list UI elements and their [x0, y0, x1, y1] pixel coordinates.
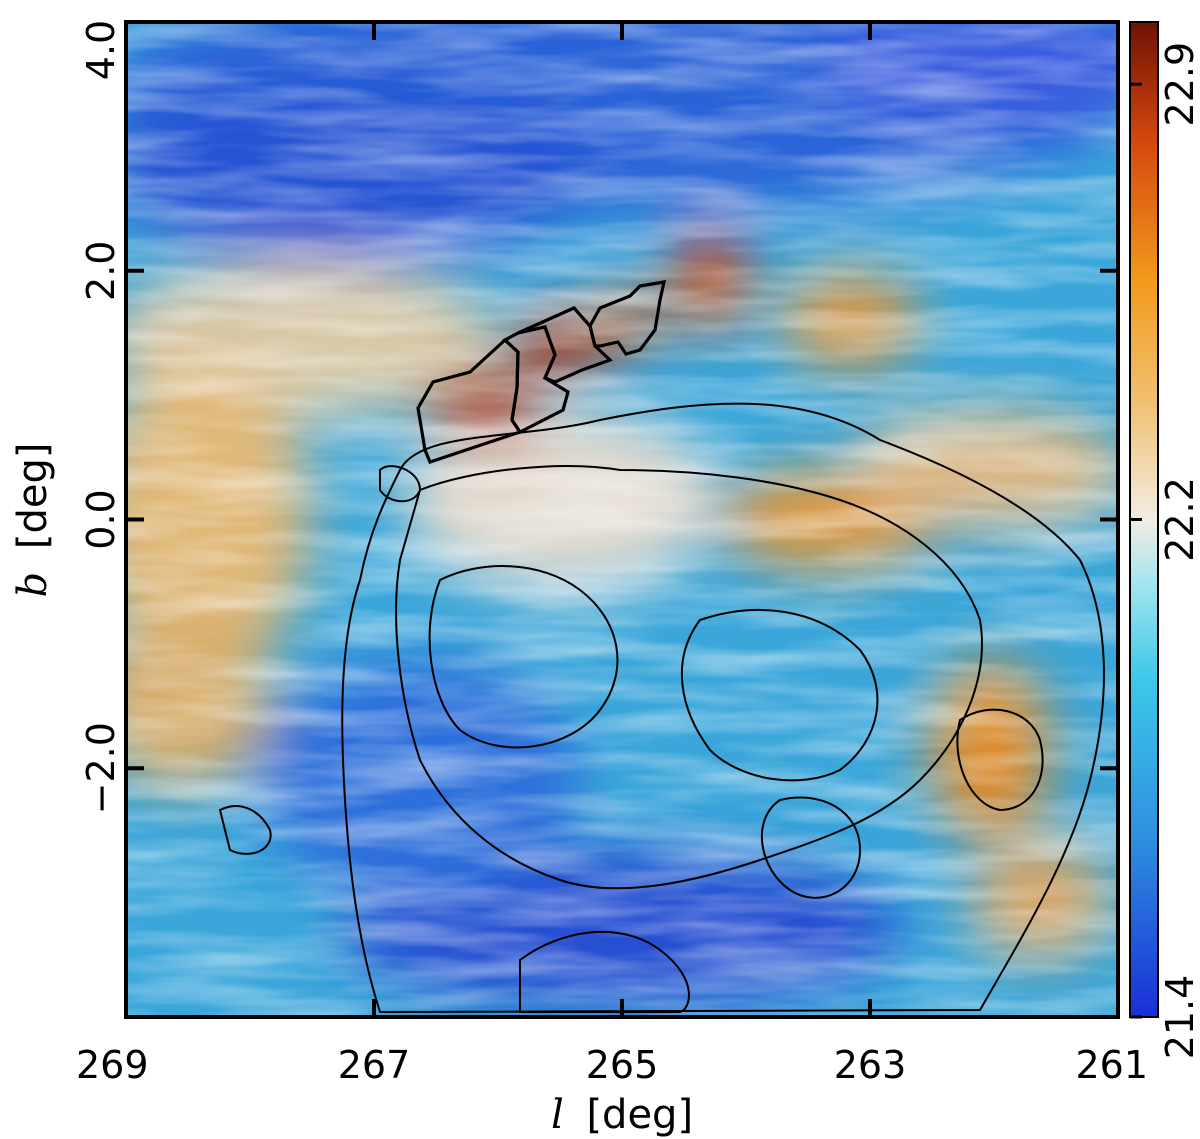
colorbar: 21.4 22.2 22.9	[1129, 21, 1200, 1059]
x-tick-label: 267	[338, 1043, 411, 1087]
x-tick-label: 269	[76, 1043, 149, 1087]
contours	[218, 402, 1105, 1014]
map-image	[126, 22, 1118, 1017]
streamline-texture	[126, 22, 1118, 1017]
highlight-regions	[416, 280, 667, 464]
colorbar-ticks: 21.4 22.2 22.9	[1130, 42, 1200, 1059]
y-tick-label: 4.0	[79, 20, 123, 80]
y-axis: −2.0 0.0 2.0 4.0	[79, 20, 1118, 814]
outer-contour	[341, 402, 1105, 1014]
small-contour-1	[218, 805, 272, 855]
inner-contour-1	[395, 465, 983, 890]
inner-contour-4	[519, 930, 690, 1013]
colorbar-tick-label: 21.4	[1158, 975, 1200, 1060]
x-axis-unit: [deg]	[586, 1092, 693, 1138]
x-tick-label: 265	[586, 1043, 659, 1087]
y-axis-label: b [deg]	[10, 443, 56, 598]
small-contour-2	[379, 465, 422, 503]
y-axis-unit: [deg]	[10, 443, 56, 550]
colorbar-tick-label: 22.2	[1158, 477, 1200, 562]
x-tick-label: 261	[1075, 1043, 1148, 1087]
inner-contour-2	[428, 565, 619, 749]
y-tick-label: 2.0	[79, 241, 123, 301]
y-tick-label: −2.0	[79, 722, 123, 814]
y-tick-label: 0.0	[79, 489, 123, 549]
inner-contour-3	[680, 609, 879, 782]
colorbar-tick-label: 22.9	[1158, 42, 1200, 127]
region-c	[517, 306, 614, 384]
x-axis: 269 267 265 263 261	[76, 22, 1148, 1087]
inner-contour-6	[956, 708, 1044, 812]
inner-contour-5	[760, 796, 862, 899]
region-d	[588, 280, 667, 356]
y-axis-symbol: b	[10, 572, 56, 598]
x-tick-label: 263	[834, 1043, 907, 1087]
x-axis-symbol: l	[551, 1092, 564, 1138]
x-axis-label: l [deg]	[551, 1092, 693, 1138]
